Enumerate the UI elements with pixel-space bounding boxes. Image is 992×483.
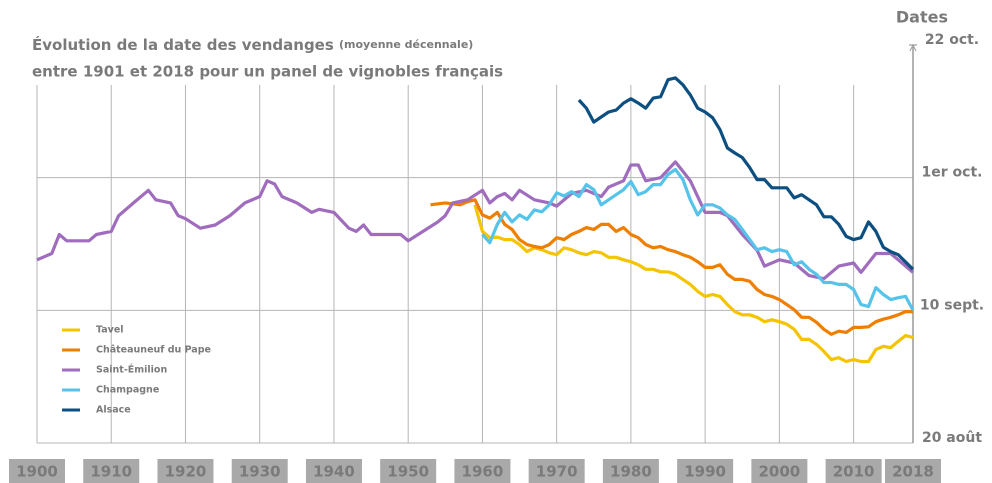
y-axis-arrow bbox=[909, 43, 917, 52]
x-tick-box bbox=[825, 459, 882, 483]
series-line bbox=[577, 76, 915, 271]
x-tick-label: 1960 bbox=[462, 463, 504, 481]
series-line bbox=[473, 204, 914, 364]
series-line bbox=[430, 198, 913, 336]
x-tick-box bbox=[83, 459, 140, 483]
x-tick-box bbox=[380, 459, 437, 483]
x-tick-label: 1970 bbox=[536, 463, 578, 481]
x-tick-box bbox=[157, 459, 214, 483]
chart-subtitle: entre 1901 et 2018 pour un panel de vign… bbox=[32, 63, 503, 81]
title-note: (moyenne décennale) bbox=[339, 38, 473, 51]
title-main: Évolution de la date des vendanges bbox=[32, 35, 334, 54]
x-tick-box bbox=[885, 459, 941, 483]
x-tick-box bbox=[751, 459, 808, 483]
x-tick-label: 1920 bbox=[165, 463, 207, 481]
x-tick-box bbox=[9, 459, 65, 483]
legend-label: Tavel bbox=[96, 325, 124, 336]
x-tick-box bbox=[454, 459, 511, 483]
x-tick-label: 1900 bbox=[16, 463, 58, 481]
x-tick-label: 1950 bbox=[387, 463, 429, 481]
legend-label: Champagne bbox=[96, 385, 159, 396]
x-tick-label: 2000 bbox=[758, 463, 800, 481]
x-tick-box bbox=[231, 459, 288, 483]
x-tick-label: 1980 bbox=[610, 463, 652, 481]
series-line bbox=[36, 160, 915, 281]
x-tick-label: 1940 bbox=[313, 463, 355, 481]
x-tick-box bbox=[305, 459, 362, 483]
x-tick-box bbox=[528, 459, 585, 483]
series-line bbox=[481, 167, 915, 312]
y-tick-label: 10 sept. bbox=[920, 297, 984, 313]
y-tick-label: 20 août bbox=[922, 430, 982, 446]
x-tick-box bbox=[677, 459, 734, 483]
grid bbox=[36, 44, 917, 444]
x-tick-box bbox=[602, 459, 659, 483]
y-axis-label: Dates bbox=[896, 8, 948, 27]
x-tick-label: 2010 bbox=[833, 463, 875, 481]
legend-label: Châteauneuf du Pape bbox=[96, 345, 211, 356]
y-tick-label: 22 oct. bbox=[925, 32, 979, 48]
x-tick-label: 1990 bbox=[684, 463, 726, 481]
y-tick-label: 1er oct. bbox=[922, 165, 983, 181]
legend-label: Alsace bbox=[96, 405, 131, 416]
legend-label: Saint-Émilion bbox=[96, 364, 167, 376]
chart-title: Évolution de la date des vendanges (moye… bbox=[32, 35, 473, 54]
x-tick-label: 1930 bbox=[239, 463, 281, 481]
x-tick-label: 1910 bbox=[90, 463, 132, 481]
x-tick-label: 2018 bbox=[892, 463, 934, 481]
